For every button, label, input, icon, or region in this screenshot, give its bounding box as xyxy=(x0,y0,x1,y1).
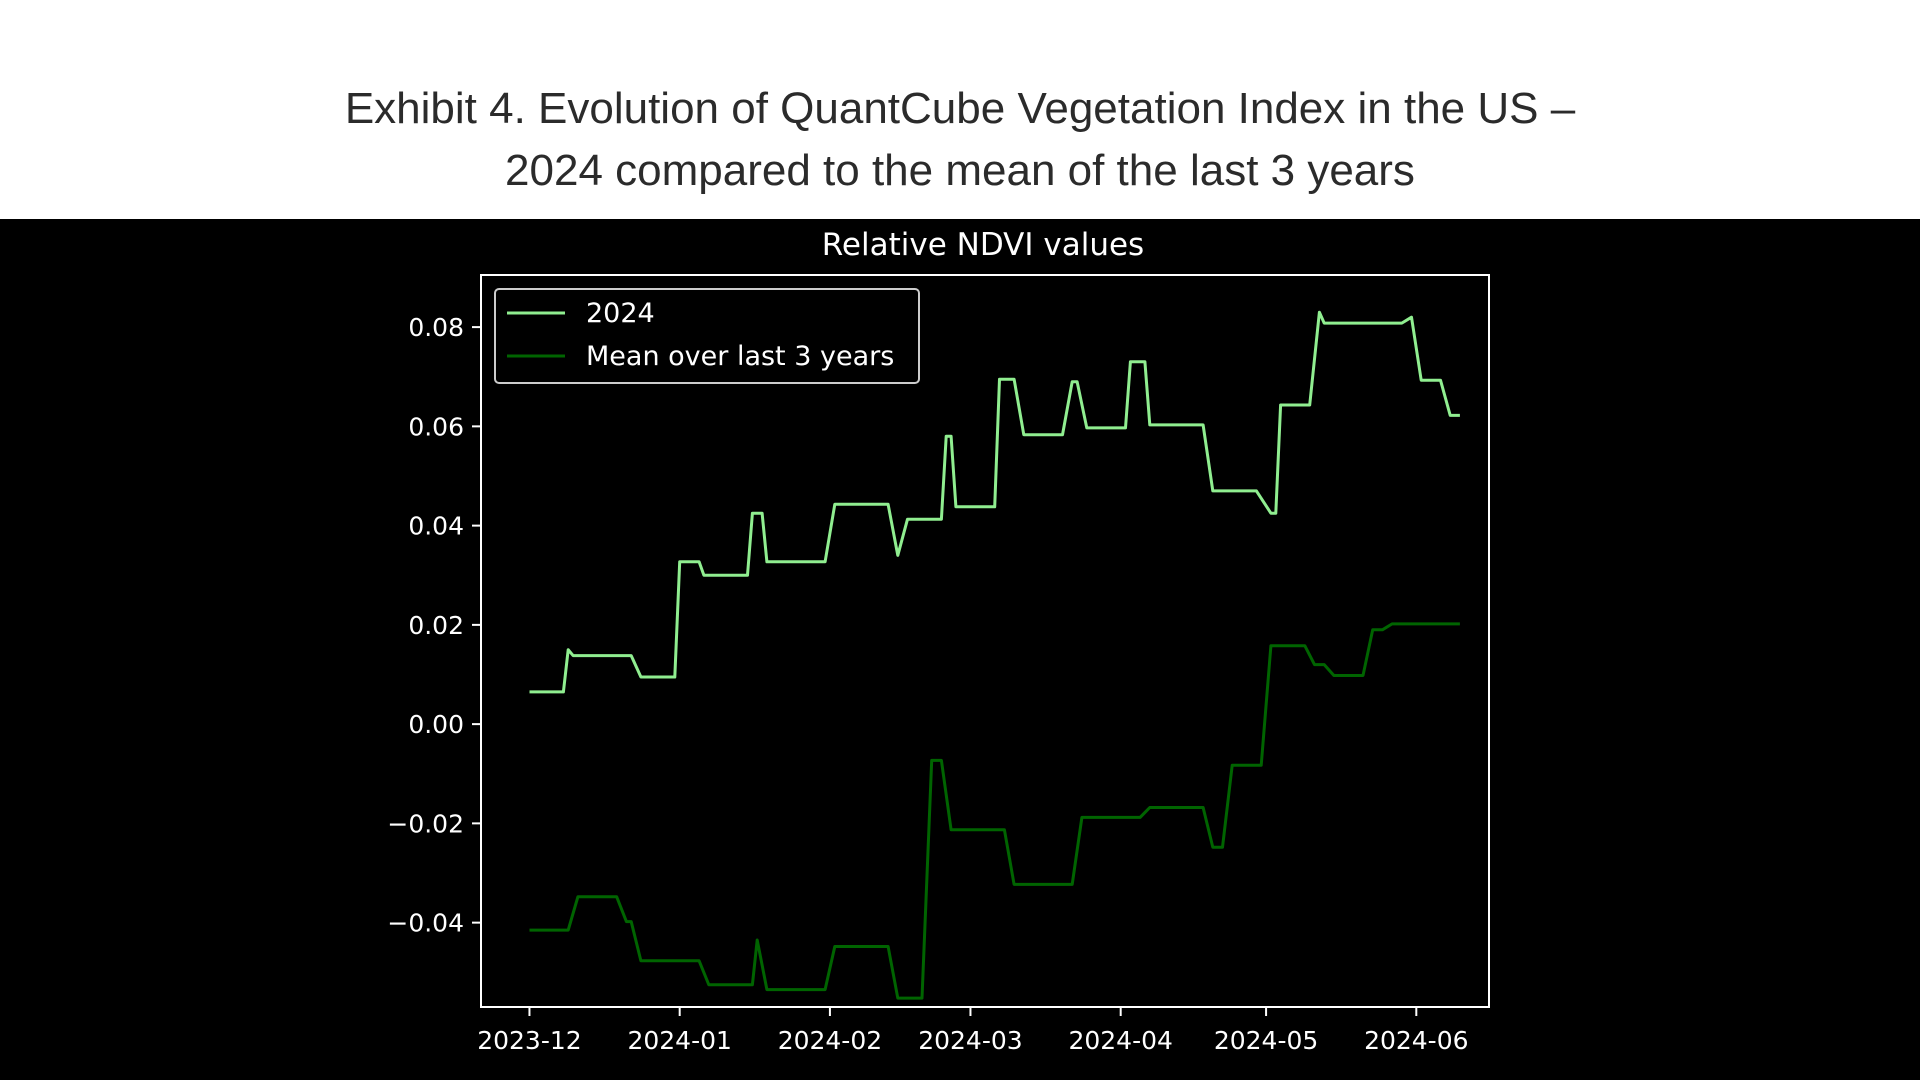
x-tick-label: 2024-05 xyxy=(1214,1026,1318,1055)
exhibit-title: Exhibit 4. Evolution of QuantCube Vegeta… xyxy=(0,78,1920,202)
y-tick-label: 0.00 xyxy=(408,710,464,739)
legend-label: 2024 xyxy=(586,298,655,329)
series-line-mean-last-3-years xyxy=(529,622,1460,1000)
y-tick-label: 0.08 xyxy=(408,313,464,342)
x-tick-label: 2024-01 xyxy=(627,1026,731,1055)
x-tick-label: 2023-12 xyxy=(477,1026,581,1055)
chart-area: Relative NDVI values 0.08 0.06 0.04 0.02 0.0… xyxy=(0,219,1920,1080)
legend: 2024 Mean over last 3 years xyxy=(494,288,920,384)
y-tick-label: 0.02 xyxy=(408,611,464,640)
axes-layer: 0.08 0.06 0.04 0.02 0.00 −0.02 −0.04 2023-12 202… xyxy=(387,274,1490,1055)
header: Exhibit 4. Evolution of QuantCube Vegeta… xyxy=(0,0,1920,219)
x-tick-label: 2024-06 xyxy=(1364,1026,1468,1055)
y-tick-label: 0.04 xyxy=(408,512,464,541)
legend-label: Mean over last 3 years xyxy=(586,341,894,372)
x-tick-label: 2024-02 xyxy=(778,1026,882,1055)
x-tick-label: 2024-03 xyxy=(918,1026,1022,1055)
legend-box xyxy=(494,288,920,384)
y-tick-label: 0.06 xyxy=(408,412,464,441)
exhibit-title-line-1: Exhibit 4. Evolution of QuantCube Vegeta… xyxy=(344,84,1576,133)
chart-title: Relative NDVI values xyxy=(822,227,1144,263)
series-layer xyxy=(529,310,1460,1000)
series-line-2024 xyxy=(529,310,1460,694)
exhibit-title-line-2: 2024 compared to the mean of the last 3 … xyxy=(505,146,1415,195)
y-tick-label: −0.02 xyxy=(387,809,464,838)
ndvi-line-chart: Relative NDVI values 0.080.060.040.020.0… xyxy=(387,227,1490,1055)
plot-frame xyxy=(480,274,1490,1008)
x-tick-label: 2024-04 xyxy=(1068,1026,1172,1055)
y-tick-label: −0.04 xyxy=(387,909,464,938)
